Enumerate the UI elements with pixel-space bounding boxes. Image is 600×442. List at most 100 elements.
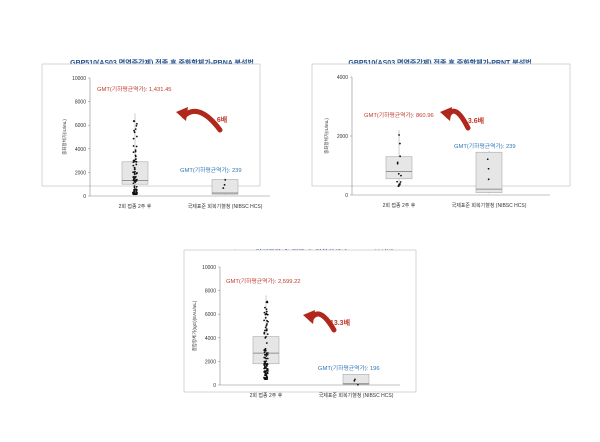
data-point	[132, 145, 135, 147]
data-point	[135, 178, 138, 181]
data-point	[263, 331, 266, 334]
data-point	[487, 178, 490, 181]
gmt-label: GMT(기하평균역가): 1,431.45	[97, 85, 172, 93]
y-axis-label: 중화항체가(IU/mL)	[61, 119, 68, 155]
data-point	[265, 355, 268, 357]
data-point	[397, 172, 400, 175]
data-point	[265, 310, 268, 313]
data-point	[398, 134, 400, 136]
data-point	[134, 150, 137, 153]
gmt-label: GMT(기하평균역가): 239	[180, 166, 242, 174]
data-point	[266, 323, 268, 325]
data-point	[266, 371, 269, 374]
box	[475, 151, 503, 193]
data-point	[135, 158, 137, 160]
data-point	[224, 178, 227, 181]
data-point	[266, 300, 269, 303]
arrow-head-icon	[303, 310, 315, 324]
fold-increase-label: 6배	[217, 115, 227, 124]
data-point	[399, 182, 401, 185]
y-tick-label: 6000	[75, 123, 86, 129]
data-point	[263, 365, 266, 368]
data-point	[133, 191, 136, 194]
data-point	[132, 137, 135, 140]
y-axis-label: 중화항체가(IU/mL)	[323, 118, 330, 154]
data-point	[133, 173, 136, 176]
gmt-label: GMT(기하평균역가): 2,599.22	[226, 277, 301, 285]
y-tick-label: 4000	[205, 336, 216, 342]
x-category-label: 2회 접종 2주 후	[250, 392, 283, 399]
data-point	[133, 186, 136, 189]
data-point	[396, 162, 399, 165]
data-point	[132, 171, 134, 174]
chart-frame	[183, 249, 417, 393]
data-point	[135, 122, 138, 125]
x-category-label: 2회 접종 2주 후	[119, 203, 152, 210]
data-point	[266, 376, 269, 379]
y-tick-label: 2000	[337, 134, 348, 140]
chart-title: GBP510(AS03 면역증강제) 접종 후 중화항체가-PRNT 분석법	[348, 60, 532, 67]
data-point	[133, 185, 136, 188]
data-point	[397, 185, 400, 188]
data-point	[400, 174, 402, 177]
data-point	[134, 128, 137, 131]
arrow-head-icon	[176, 107, 188, 121]
data-point	[399, 155, 402, 158]
data-point	[263, 356, 266, 359]
data-point	[396, 180, 398, 183]
x-category-label: 2회 접종 2주 후	[383, 202, 416, 209]
y-tick-label: 10000	[72, 76, 86, 82]
data-point	[135, 192, 138, 195]
data-point	[134, 154, 137, 157]
y-tick-label: 2000	[75, 170, 86, 176]
x-category-label: 국제표준 회복기혈청 (NIBSC HCS)	[319, 392, 394, 399]
data-point	[263, 360, 266, 363]
x-category-label: 국제표준 회복기혈청 (NIBSC HCS)	[188, 203, 263, 210]
data-point	[136, 172, 138, 174]
data-point	[357, 383, 359, 386]
y-tick-label: 0	[345, 193, 348, 199]
data-point	[396, 161, 399, 164]
data-point	[398, 142, 401, 145]
data-point	[135, 135, 138, 138]
data-point	[265, 328, 268, 331]
data-point	[265, 370, 268, 372]
data-point	[135, 190, 138, 192]
y-tick-label: 4000	[337, 75, 348, 81]
data-point	[353, 379, 356, 382]
data-point	[135, 145, 138, 148]
data-point	[133, 131, 136, 134]
data-point	[265, 357, 268, 360]
data-point	[263, 353, 266, 356]
data-point	[264, 306, 266, 309]
data-point	[134, 149, 137, 152]
data-point	[265, 342, 268, 344]
data-point	[133, 188, 136, 191]
y-tick-label: 0	[213, 383, 216, 389]
data-point	[135, 185, 138, 188]
gmt-label: GMT(기하평균역가): 860.96	[364, 111, 434, 119]
chart-frame	[311, 63, 571, 187]
data-point	[486, 158, 489, 161]
y-tick-label: 8000	[205, 289, 216, 295]
data-point	[132, 151, 135, 154]
y-tick-label: 8000	[75, 100, 86, 106]
y-tick-label: 4000	[75, 147, 86, 153]
data-point	[264, 336, 267, 339]
data-point	[266, 368, 269, 370]
x-category-label: 국제표준 회복기혈청 (NIBSC HCS)	[452, 202, 527, 209]
data-point	[264, 326, 267, 329]
y-tick-label: 6000	[205, 312, 216, 318]
data-point	[133, 129, 135, 132]
gmt-label: GMT(기하평균역가): 239	[454, 142, 516, 150]
fold-increase-label: 13.3배	[330, 318, 350, 327]
box	[342, 374, 370, 385]
gmt-label: GMT(기하평균역가): 196	[318, 364, 380, 372]
data-point	[264, 362, 266, 365]
data-point	[264, 329, 266, 332]
data-point	[132, 192, 135, 195]
box	[385, 156, 413, 180]
data-point	[264, 316, 267, 319]
data-point	[134, 175, 137, 178]
